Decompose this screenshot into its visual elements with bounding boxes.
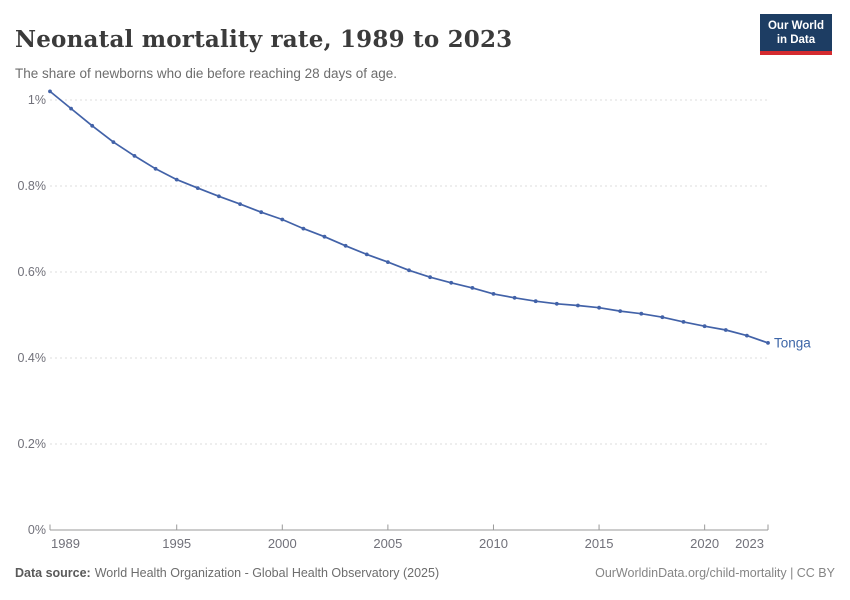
data-point[interactable]: [111, 140, 116, 144]
line-chart: 0% 0.2% 0.4% 0.6% 0.8% 1% 1989 1995 2000 2005 2010…: [18, 89, 811, 551]
data-point[interactable]: [153, 166, 158, 171]
data-point[interactable]: [195, 186, 200, 190]
data-point[interactable]: [69, 106, 73, 111]
data-point[interactable]: [618, 309, 623, 313]
data-point[interactable]: [174, 177, 179, 182]
data-point[interactable]: [512, 295, 517, 300]
y-tick-label: 0.2%: [18, 437, 47, 451]
data-point[interactable]: [660, 315, 665, 320]
data-point[interactable]: [533, 299, 538, 304]
data-point[interactable]: [723, 328, 728, 332]
data-point[interactable]: [597, 305, 601, 310]
data-point[interactable]: [745, 333, 749, 338]
x-tick-label: 1995: [162, 536, 191, 551]
owid-logo-line2: in Data: [776, 33, 816, 46]
data-point[interactable]: [280, 217, 285, 222]
chart-title: Neonatal mortality rate, 1989 to 2023: [15, 26, 513, 54]
data-point[interactable]: [639, 311, 644, 316]
data-point[interactable]: [322, 234, 327, 239]
data-point[interactable]: [301, 226, 306, 231]
data-point[interactable]: [48, 89, 52, 94]
series-line: [49, 90, 769, 344]
data-point[interactable]: [576, 303, 580, 308]
data-point[interactable]: [364, 252, 369, 257]
data-point[interactable]: [702, 324, 707, 329]
data-point[interactable]: [766, 341, 770, 345]
data-point[interactable]: [554, 301, 559, 306]
data-point[interactable]: [90, 123, 95, 128]
x-tick-label: 1989: [51, 536, 80, 551]
y-tick-label: 1%: [28, 93, 46, 107]
x-tick-label: 2020: [690, 536, 719, 551]
y-tick-label: 0.4%: [18, 351, 47, 365]
x-tick-label: 2005: [373, 536, 402, 551]
chart-subtitle: The share of newborns who die before rea…: [15, 65, 397, 81]
data-source-text: World Health Organization - Global Healt…: [94, 566, 440, 580]
data-point[interactable]: [681, 320, 686, 324]
x-tick-label: 2023: [735, 536, 764, 551]
data-point[interactable]: [259, 210, 264, 215]
data-point[interactable]: [132, 154, 137, 158]
data-point[interactable]: [449, 280, 454, 285]
data-point[interactable]: [217, 194, 221, 199]
x-tick-label: 2015: [585, 536, 614, 551]
data-point[interactable]: [407, 268, 411, 273]
owid-logo[interactable]: Our World in Data: [759, 14, 832, 55]
owid-logo-line1: Our World: [767, 20, 824, 32]
data-point[interactable]: [470, 286, 475, 290]
data-source-label: Data source:: [15, 566, 91, 580]
data-point[interactable]: [386, 260, 390, 264]
citation-link[interactable]: OurWorldinData.org/child-mortality | CC …: [595, 566, 835, 580]
x-tick-label: 2000: [268, 536, 297, 551]
data-point[interactable]: [343, 243, 348, 248]
chart-footer: Data source: World Health Organization - …: [15, 566, 835, 580]
data-point[interactable]: [428, 275, 432, 280]
data-source: Data source: World Health Organization - …: [15, 566, 439, 580]
y-tick-label: 0%: [28, 523, 46, 537]
y-tick-label: 0.6%: [18, 265, 47, 279]
data-point[interactable]: [238, 202, 243, 206]
data-point[interactable]: [491, 292, 496, 296]
y-tick-label: 0.8%: [18, 179, 47, 193]
x-tick-label: 2010: [479, 536, 508, 551]
entity-label-tonga[interactable]: Tonga: [774, 335, 811, 350]
